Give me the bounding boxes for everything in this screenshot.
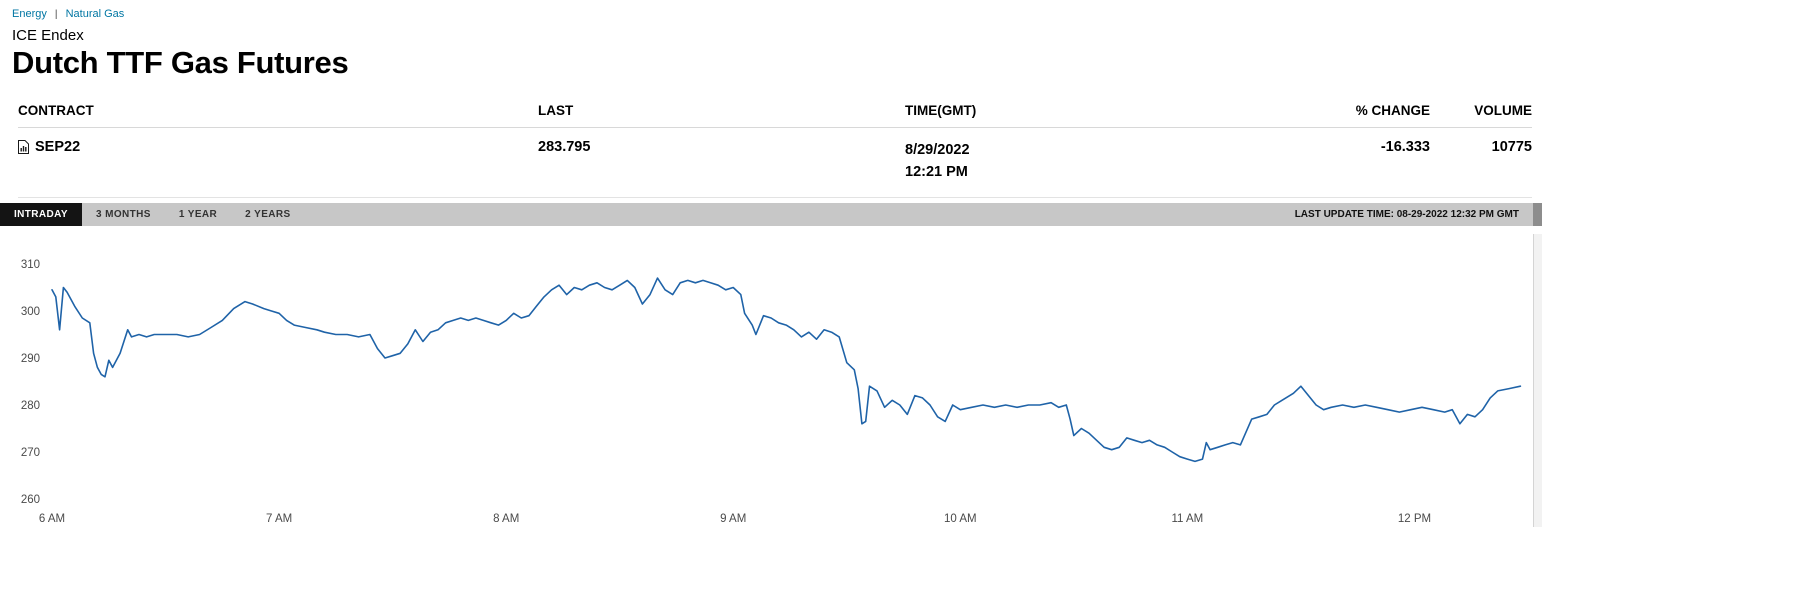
page: Energy | Natural Gas ICE Endex Dutch TTF… <box>0 8 1542 534</box>
quote-time: 12:21 PM <box>905 164 968 181</box>
quote-table: CONTRACT LAST TIME(GMT) % CHANGE VOLUME … <box>0 103 1542 198</box>
contract-name: SEP22 <box>35 139 81 155</box>
svg-text:12 PM: 12 PM <box>1398 513 1431 525</box>
svg-text:260: 260 <box>21 494 40 506</box>
percent-change: -16.333 <box>1380 139 1430 155</box>
breadcrumb-link-natural-gas[interactable]: Natural Gas <box>65 8 125 20</box>
column-header-time-gmt: TIME(GMT) <box>905 103 977 118</box>
svg-text:9 AM: 9 AM <box>720 513 746 525</box>
tab-2-years[interactable]: 2 YEARS <box>231 203 304 226</box>
svg-text:270: 270 <box>21 447 40 459</box>
chart-toolbar: INTRADAY 3 MONTHS 1 YEAR 2 YEARS LAST UPDAT… <box>0 202 1542 226</box>
column-header-last: LAST <box>538 103 574 118</box>
tab-1-year[interactable]: 1 YEAR <box>165 203 231 226</box>
scrollbar-track[interactable] <box>1533 233 1542 527</box>
column-header-contract: CONTRACT <box>18 103 94 118</box>
svg-text:310: 310 <box>21 259 40 271</box>
breadcrumb: Energy | Natural Gas <box>0 8 1542 20</box>
column-header-volume: VOLUME <box>1474 103 1532 118</box>
breadcrumb-link-energy[interactable]: Energy <box>12 8 47 20</box>
column-header-percent-change: % CHANGE <box>1355 103 1430 118</box>
exchange-name: ICE Endex <box>12 27 84 44</box>
chart-range-tabs: INTRADAY 3 MONTHS 1 YEAR 2 YEARS <box>0 202 305 226</box>
breadcrumb-separator: | <box>54 9 58 20</box>
price-chart[interactable]: 260 270 280 290 300 310 6 AM 7 AM 8 AM 9 AM 10 AM 1… <box>0 234 1542 534</box>
tab-3-months[interactable]: 3 MONTHS <box>82 203 165 226</box>
contract-cell: SEP22 <box>18 139 538 155</box>
svg-text:7 AM: 7 AM <box>266 513 292 525</box>
svg-text:11 AM: 11 AM <box>1172 513 1204 525</box>
svg-text:6 AM: 6 AM <box>39 513 65 525</box>
svg-text:8 AM: 8 AM <box>493 513 519 525</box>
scrollbar-thumb[interactable] <box>1533 202 1542 226</box>
svg-text:10 AM: 10 AM <box>944 513 977 525</box>
tab-intraday[interactable]: INTRADAY <box>0 202 82 226</box>
table-header-row: CONTRACT LAST TIME(GMT) % CHANGE VOLUME <box>18 103 1532 128</box>
svg-text:300: 300 <box>21 306 40 318</box>
last-update-time: LAST UPDATE TIME: 08-29-2022 12:32 PM GM… <box>1294 208 1519 220</box>
table-row: SEP22 283.795 8/29/2022 12:21 PM -16.333… <box>18 128 1532 198</box>
last-price: 283.795 <box>538 139 591 155</box>
svg-text:290: 290 <box>21 353 40 365</box>
svg-text:280: 280 <box>21 400 40 412</box>
quote-time-cell: 8/29/2022 12:21 PM <box>905 139 1225 184</box>
page-title: Dutch TTF Gas Futures <box>12 45 349 80</box>
quote-date: 8/29/2022 <box>905 142 970 158</box>
chart-document-icon[interactable] <box>18 140 29 154</box>
chart-area: 260 270 280 290 300 310 6 AM 7 AM 8 AM 9 AM 10 AM 1… <box>0 233 1542 534</box>
volume: 10775 <box>1491 139 1532 155</box>
